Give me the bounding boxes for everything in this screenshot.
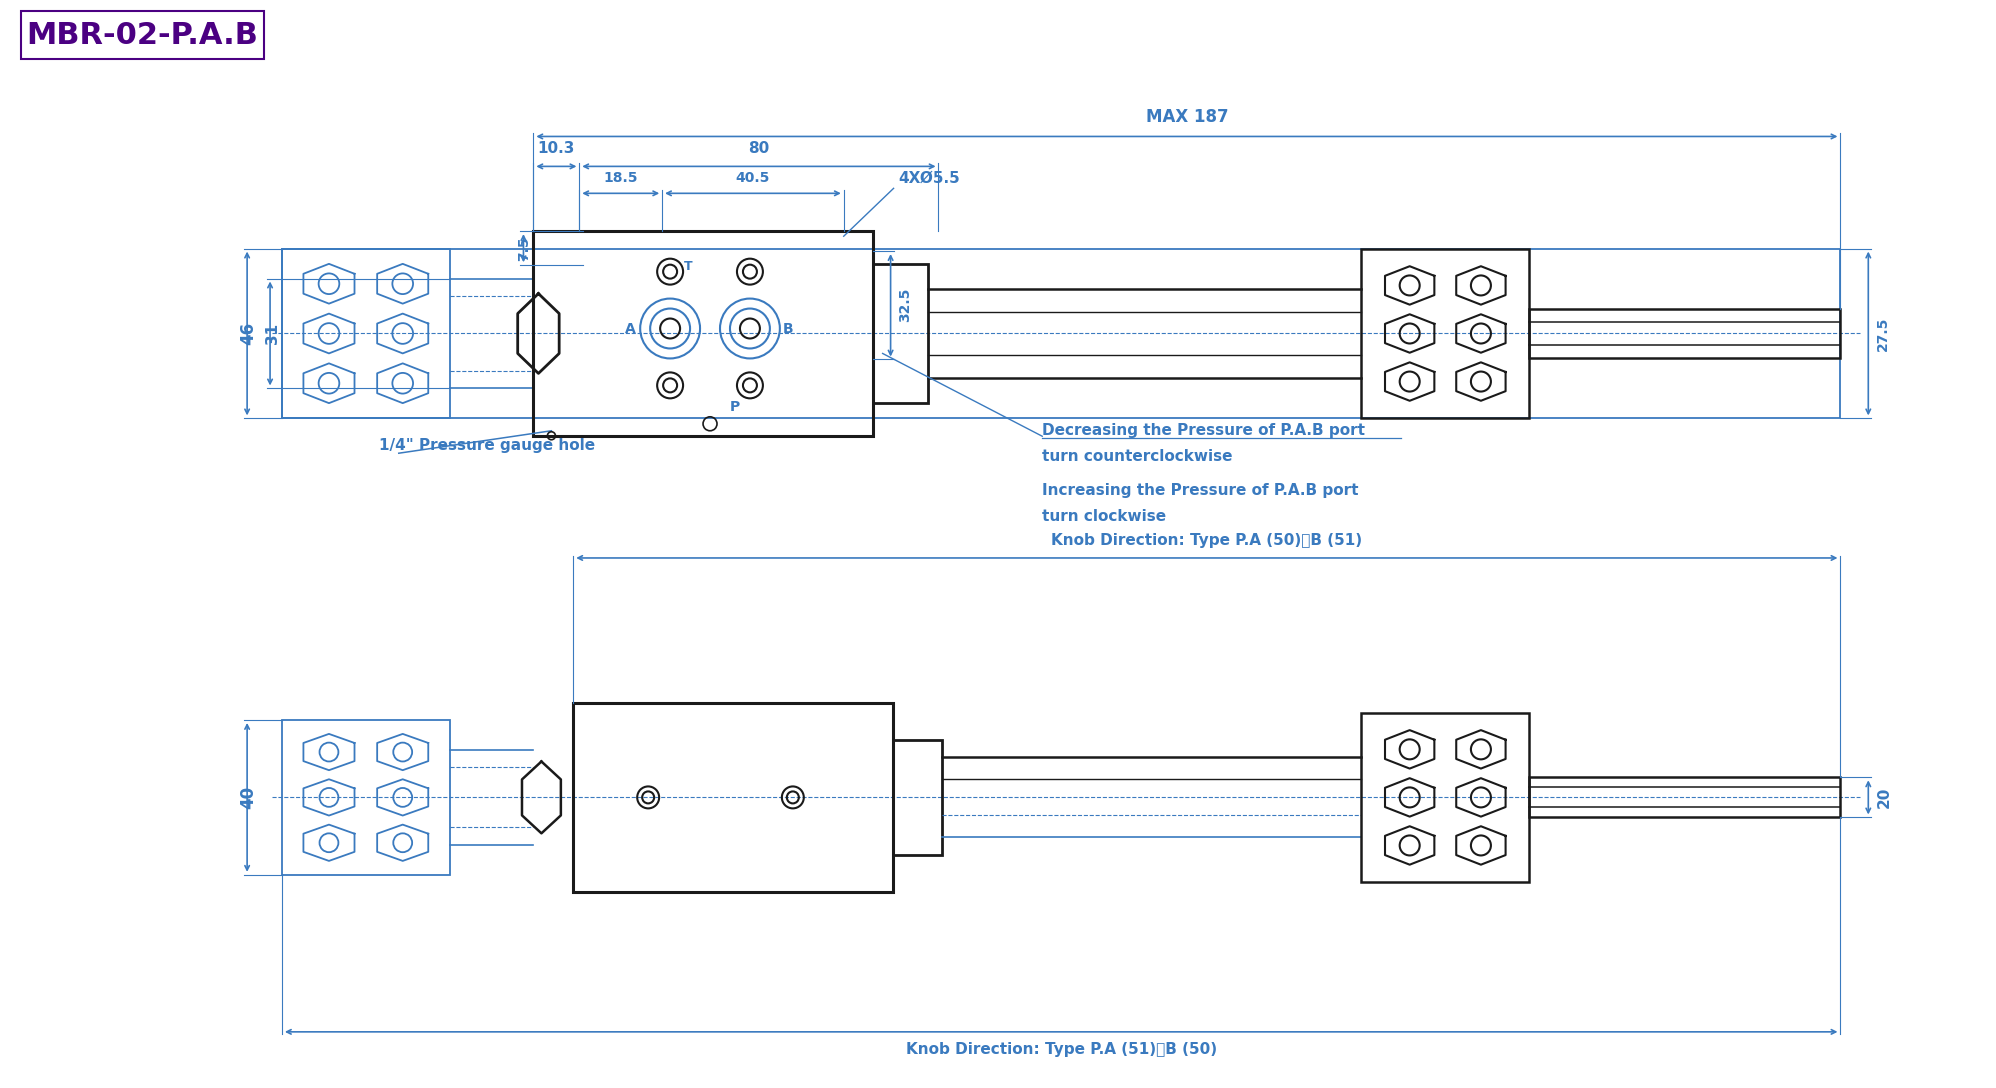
Text: Decreasing the Pressure of P.A.B port: Decreasing the Pressure of P.A.B port <box>1042 423 1365 438</box>
Text: MBR-02-P.A.B: MBR-02-P.A.B <box>26 21 257 50</box>
Text: 18.5: 18.5 <box>603 171 639 185</box>
Text: 40: 40 <box>240 786 257 809</box>
Text: 20: 20 <box>1876 787 1892 808</box>
Bar <box>573 703 892 892</box>
Text: 7.5: 7.5 <box>517 236 531 260</box>
FancyBboxPatch shape <box>20 11 263 59</box>
Text: 31: 31 <box>265 323 279 344</box>
Text: 40.5: 40.5 <box>737 171 770 185</box>
Bar <box>281 249 1840 418</box>
Text: Knob Direction: Type P.A (51)、B (50): Knob Direction: Type P.A (51)、B (50) <box>906 1042 1218 1056</box>
Bar <box>281 720 449 875</box>
Bar <box>1361 713 1529 882</box>
Bar <box>281 249 449 418</box>
Text: turn counterclockwise: turn counterclockwise <box>1042 449 1234 465</box>
Text: 4XØ5.5: 4XØ5.5 <box>898 171 960 185</box>
Bar <box>1529 309 1840 358</box>
Text: P: P <box>731 400 741 415</box>
Bar <box>892 740 942 855</box>
Text: turn clockwise: turn clockwise <box>1042 509 1166 524</box>
Text: A: A <box>625 322 635 335</box>
Text: 46: 46 <box>240 322 257 345</box>
Text: T: T <box>685 260 693 273</box>
Bar <box>533 232 872 436</box>
Text: 1/4" Pressure gauge hole: 1/4" Pressure gauge hole <box>379 438 595 454</box>
Text: 10.3: 10.3 <box>537 141 575 157</box>
Text: Knob Direction: Type P.A (50)、B (51): Knob Direction: Type P.A (50)、B (51) <box>1052 533 1363 548</box>
Bar <box>1361 249 1529 418</box>
Text: 32.5: 32.5 <box>898 288 912 322</box>
Text: Increasing the Pressure of P.A.B port: Increasing the Pressure of P.A.B port <box>1042 483 1359 498</box>
Text: MAX 187: MAX 187 <box>1146 109 1228 126</box>
Bar <box>1529 778 1840 817</box>
Text: 80: 80 <box>748 141 770 157</box>
Text: 27.5: 27.5 <box>1876 317 1890 350</box>
Text: B: B <box>782 322 792 335</box>
Bar <box>872 263 928 404</box>
